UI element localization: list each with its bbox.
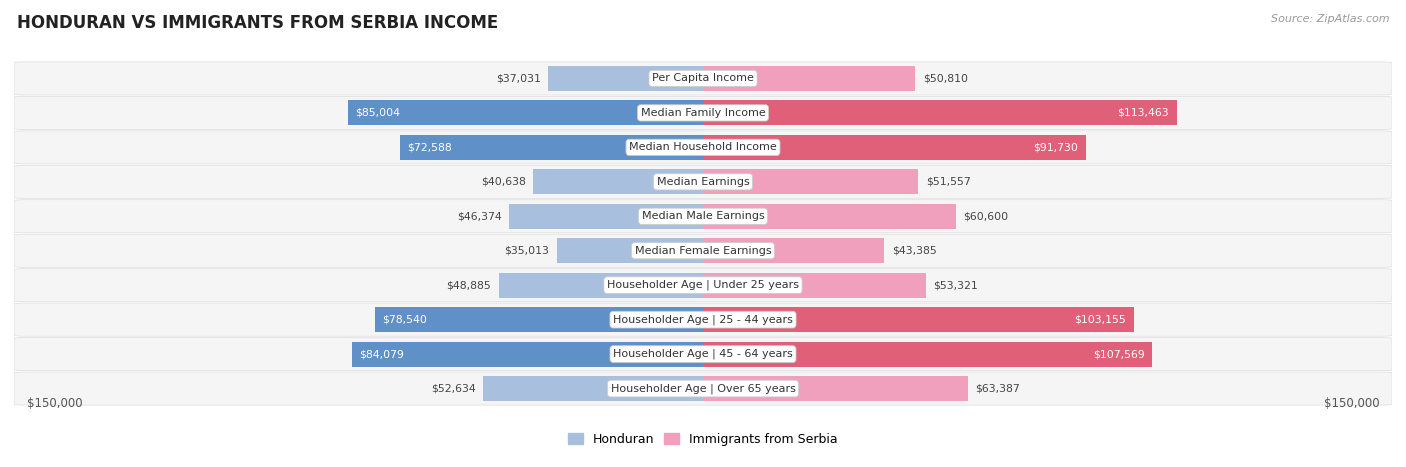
Text: Householder Age | Under 25 years: Householder Age | Under 25 years [607,280,799,290]
Text: $150,000: $150,000 [27,397,82,410]
Text: Per Capita Income: Per Capita Income [652,73,754,84]
Text: HONDURAN VS IMMIGRANTS FROM SERBIA INCOME: HONDURAN VS IMMIGRANTS FROM SERBIA INCOM… [17,14,498,32]
Bar [703,376,967,401]
Bar [557,238,703,263]
Bar [703,307,1133,332]
Text: Median Male Earnings: Median Male Earnings [641,211,765,221]
Text: $52,634: $52,634 [432,383,475,394]
FancyBboxPatch shape [14,269,1392,302]
Text: Median Earnings: Median Earnings [657,177,749,187]
Text: Householder Age | 45 - 64 years: Householder Age | 45 - 64 years [613,349,793,359]
Text: Householder Age | Over 65 years: Householder Age | Over 65 years [610,383,796,394]
Bar [548,66,703,91]
Bar [703,170,918,194]
FancyBboxPatch shape [14,372,1392,405]
Bar [509,204,703,229]
Bar [399,135,703,160]
Bar [352,342,703,367]
Text: $63,387: $63,387 [976,383,1019,394]
Text: $107,569: $107,569 [1092,349,1144,359]
Bar [703,135,1085,160]
Bar [703,100,1177,125]
Bar [703,238,884,263]
Text: $51,557: $51,557 [925,177,970,187]
FancyBboxPatch shape [14,165,1392,198]
Text: $43,385: $43,385 [891,246,936,256]
FancyBboxPatch shape [14,200,1392,233]
FancyBboxPatch shape [14,338,1392,371]
Bar [533,170,703,194]
Text: Householder Age | 25 - 44 years: Householder Age | 25 - 44 years [613,314,793,325]
Text: $40,638: $40,638 [481,177,526,187]
Bar [484,376,703,401]
Text: $85,004: $85,004 [356,108,401,118]
Text: Median Household Income: Median Household Income [628,142,778,152]
Text: Median Family Income: Median Family Income [641,108,765,118]
Text: $35,013: $35,013 [505,246,550,256]
Bar [703,342,1152,367]
Text: $46,374: $46,374 [457,211,502,221]
FancyBboxPatch shape [14,234,1392,267]
Text: Source: ZipAtlas.com: Source: ZipAtlas.com [1271,14,1389,24]
Text: $78,540: $78,540 [382,315,427,325]
Bar [499,273,703,297]
Text: $113,463: $113,463 [1118,108,1170,118]
Bar [349,100,703,125]
Text: $48,885: $48,885 [447,280,491,290]
Text: $50,810: $50,810 [922,73,967,84]
Text: $91,730: $91,730 [1033,142,1078,152]
Bar [703,66,915,91]
FancyBboxPatch shape [14,96,1392,129]
Legend: Honduran, Immigrants from Serbia: Honduran, Immigrants from Serbia [562,428,844,451]
FancyBboxPatch shape [14,62,1392,95]
Bar [703,204,956,229]
Text: $53,321: $53,321 [934,280,979,290]
Text: $84,079: $84,079 [360,349,405,359]
Text: $60,600: $60,600 [963,211,1008,221]
Text: $37,031: $37,031 [496,73,541,84]
Bar [375,307,703,332]
Text: $103,155: $103,155 [1074,315,1126,325]
Text: Median Female Earnings: Median Female Earnings [634,246,772,256]
FancyBboxPatch shape [14,303,1392,336]
Text: $150,000: $150,000 [1324,397,1379,410]
Text: $72,588: $72,588 [408,142,453,152]
Bar [703,273,925,297]
FancyBboxPatch shape [14,131,1392,164]
